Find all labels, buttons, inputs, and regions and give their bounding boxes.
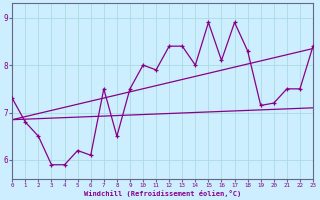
X-axis label: Windchill (Refroidissement éolien,°C): Windchill (Refroidissement éolien,°C) xyxy=(84,190,241,197)
